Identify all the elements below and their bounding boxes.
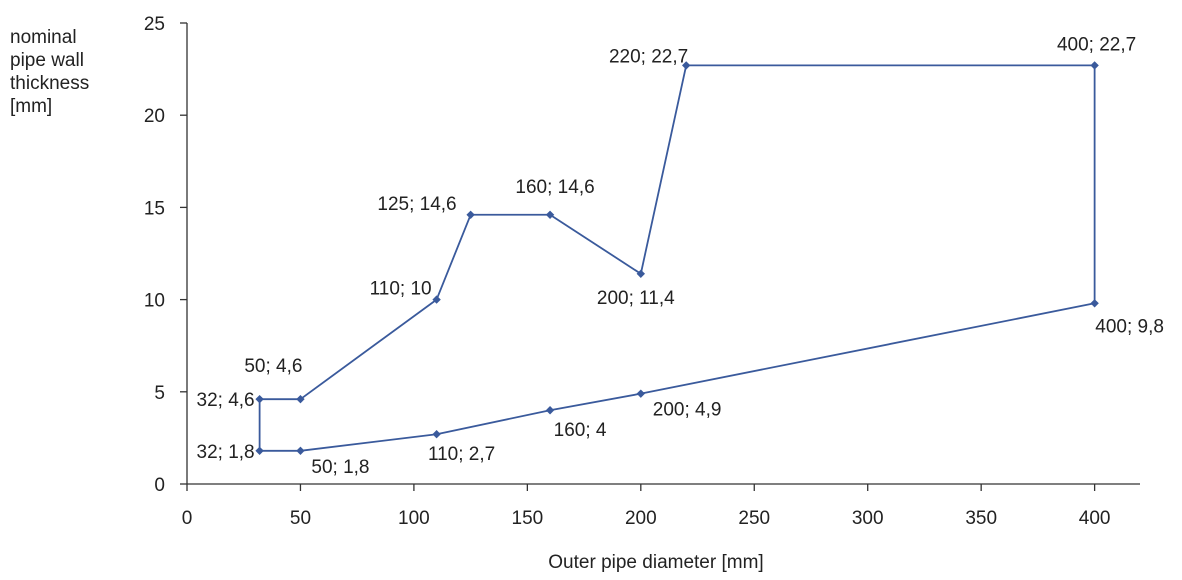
- y-axis-label-line: nominal: [10, 27, 77, 48]
- y-tick-label: 25: [144, 14, 165, 35]
- point-labels: 32; 1,8 32; 4,6 50; 4,6 110; 10 125; 14,6 160…: [197, 34, 1164, 477]
- y-tick-label: 10: [144, 291, 165, 312]
- data-label: 110; 10: [370, 279, 432, 300]
- data-point: [432, 295, 441, 304]
- data-point: [1090, 299, 1099, 308]
- data-label: 400; 22,7: [1057, 34, 1136, 55]
- series-layer: [255, 61, 1099, 456]
- x-tick-label: 300: [852, 508, 884, 529]
- data-label: 50; 1,8: [311, 457, 369, 478]
- y-tick-label: 0: [154, 475, 165, 496]
- data-point: [681, 61, 691, 70]
- data-label: 220; 22,7: [609, 46, 688, 67]
- data-label: 50; 4,6: [244, 356, 302, 377]
- data-label: 32; 1,8: [197, 442, 255, 463]
- x-tick-label: 50: [290, 508, 311, 529]
- data-point: [636, 269, 646, 278]
- data-point: [466, 210, 475, 219]
- series-line-segment: [435, 213, 472, 301]
- series-line-segment: [639, 64, 688, 275]
- data-label: 160; 4: [554, 420, 607, 441]
- y-axis-label: nominal pipe wall thickness [mm]: [10, 26, 89, 118]
- x-axis-label: Outer pipe diameter [mm]: [548, 552, 764, 573]
- y-tick-label: 20: [144, 106, 165, 127]
- data-point: [545, 210, 555, 219]
- data-point: [296, 446, 305, 456]
- series-line-segment: [435, 409, 551, 436]
- x-tick-label: 100: [398, 508, 430, 529]
- data-point: [545, 406, 555, 415]
- y-axis-label-line: thickness: [10, 73, 90, 94]
- data-label: 160; 14,6: [515, 177, 594, 198]
- data-point: [296, 394, 305, 404]
- data-label: 110; 2,7: [428, 444, 495, 465]
- series-line-segment: [299, 433, 438, 452]
- data-label: 32; 4,6: [197, 390, 255, 411]
- x-tick-label: 250: [738, 508, 770, 529]
- data-label: 200; 4,9: [653, 400, 722, 421]
- series-line-segment: [549, 392, 642, 412]
- data-label: 125; 14,6: [377, 194, 456, 215]
- series-line-segment: [639, 302, 1096, 395]
- data-label: 400; 9,8: [1095, 316, 1164, 337]
- x-tick-label: 150: [512, 508, 544, 529]
- x-tick-label: 400: [1079, 508, 1111, 529]
- data-point: [1090, 61, 1099, 70]
- data-point: [255, 446, 264, 456]
- y-axis-label-line: [mm]: [10, 96, 53, 117]
- y-axis-label-line: pipe wall: [10, 50, 84, 71]
- data-point: [432, 430, 441, 439]
- series-line-segment: [299, 298, 438, 401]
- x-tick-label: 0: [182, 508, 193, 529]
- y-tick-label: 5: [154, 383, 165, 404]
- data-label: 200; 11,4: [597, 288, 675, 309]
- data-point: [255, 394, 264, 404]
- series-line-segment: [549, 213, 642, 275]
- x-tick-label: 350: [965, 508, 997, 529]
- x-tick-label: 200: [625, 508, 657, 529]
- data-point: [636, 389, 646, 398]
- y-tick-label: 15: [144, 198, 165, 219]
